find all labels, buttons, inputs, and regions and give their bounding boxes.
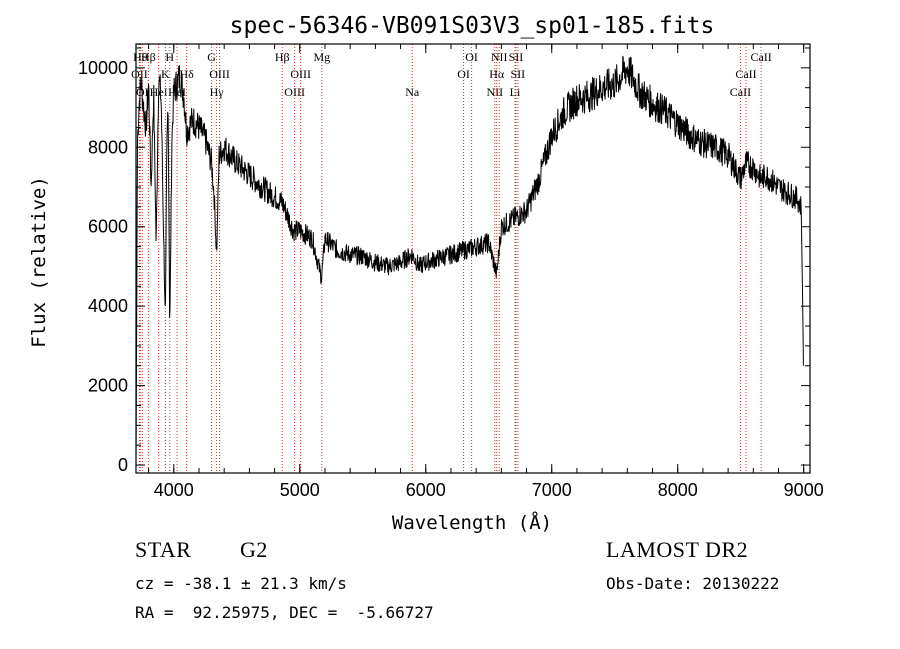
spectral-line-label: Na (405, 85, 420, 99)
chart-title: spec-56346-VB091S03V3_sp01-185.fits (230, 13, 715, 39)
flux-series-line (135, 55, 804, 466)
spectrum-chart: spec-56346-VB091S03V3_sp01-185.fits OII H… (28, 13, 824, 534)
spectral-line-label: Li (510, 85, 521, 99)
redshift-value: cz = -38.1 ± 21.3 km/s (135, 574, 347, 593)
observation-date: Obs-Date: 20130222 (606, 574, 780, 593)
spectral-line-label: Hθ (133, 50, 148, 64)
spectral-line-label: Mg (313, 50, 330, 64)
x-tick-label: 9000 (784, 480, 824, 500)
spectral-line-label: H (165, 50, 174, 64)
y-tick-label: 6000 (88, 217, 128, 237)
object-class: STAR (135, 537, 192, 562)
spectral-line-label: CaII (735, 67, 756, 81)
series-layer (135, 55, 804, 466)
spectral-line-label: G (207, 50, 216, 64)
object-subclass: G2 (240, 537, 268, 562)
y-tick-label: 0 (118, 455, 128, 475)
spectral-line-label: OI (465, 50, 478, 64)
spectral-line-label: Hγ (210, 85, 225, 99)
ticks-layer: 4000 5000 6000 7000 8000 9000 0 2000 4000 6000 800… (78, 44, 824, 500)
y-tick-label: 10000 (78, 58, 128, 78)
x-tick-label: 6000 (406, 480, 446, 500)
spectral-line-label: OI (457, 67, 470, 81)
spectral-line-label: OII (131, 67, 148, 81)
y-tick-label: 8000 (88, 137, 128, 157)
spectral-line-label: Hβ (275, 50, 290, 64)
spectral-line-label: NII (491, 50, 508, 64)
x-tick-label: 5000 (280, 480, 320, 500)
spectral-line-label: K (161, 67, 170, 81)
spectral-line-label: SII (511, 67, 526, 81)
spectral-line-label: CaII (730, 85, 751, 99)
coordinates: RA = 92.25975, DEC = -5.66727 (135, 603, 434, 622)
x-tick-label: 4000 (154, 480, 194, 500)
plot-frame (135, 43, 811, 474)
spectral-line-label: Hδ (179, 67, 194, 81)
spectral-line-label: OIII (284, 85, 305, 99)
x-tick-label: 7000 (532, 480, 572, 500)
x-tick-label: 8000 (658, 480, 698, 500)
spectral-line-label: Hβ (141, 50, 156, 64)
spectral-line-label: OIII (209, 67, 230, 81)
spectral-line-label: OIII (290, 67, 311, 81)
y-axis-label: Flux (relative) (28, 176, 50, 348)
y-tick-label: 4000 (88, 296, 128, 316)
x-axis-label: Wavelength (Å) (392, 511, 552, 534)
spectral-line-label: Hα (489, 67, 505, 81)
spectral-line-label: CaII (750, 50, 771, 64)
survey-name: LAMOST DR2 (606, 537, 749, 562)
spectral-line-label: NII (486, 85, 503, 99)
spectral-line-label: SII (509, 50, 524, 64)
y-tick-label: 2000 (88, 376, 128, 396)
